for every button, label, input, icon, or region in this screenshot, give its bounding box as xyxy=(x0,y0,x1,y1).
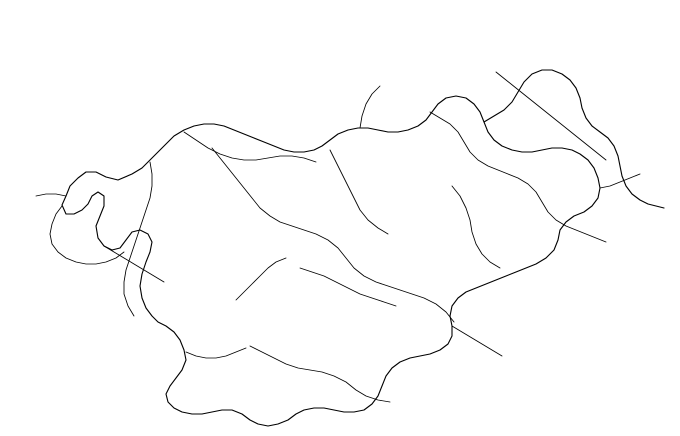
river-mura xyxy=(495,71,607,161)
river-drava xyxy=(429,111,607,243)
country-border-slovenia xyxy=(61,95,601,427)
river-soca xyxy=(123,161,153,317)
river-kolpa xyxy=(249,345,391,403)
regional-boundary-south xyxy=(185,347,247,359)
river-sava xyxy=(211,147,455,323)
neighbor-boundary-croatia xyxy=(451,325,503,357)
geography-layer xyxy=(35,69,665,427)
neighbor-boundary-hungary xyxy=(599,173,641,189)
regional-boundary-east xyxy=(451,185,501,269)
neighbor-boundary-italy xyxy=(35,193,67,197)
regional-boundary-west xyxy=(103,245,165,283)
neighbor-boundary-austria xyxy=(359,85,381,129)
regional-boundary-north xyxy=(183,131,317,163)
river-ljubljanica xyxy=(235,257,287,301)
river-krka xyxy=(299,267,397,307)
coastline-adriatic xyxy=(49,205,125,265)
country-border-north-segment xyxy=(483,69,665,209)
river-savinja xyxy=(329,149,389,235)
